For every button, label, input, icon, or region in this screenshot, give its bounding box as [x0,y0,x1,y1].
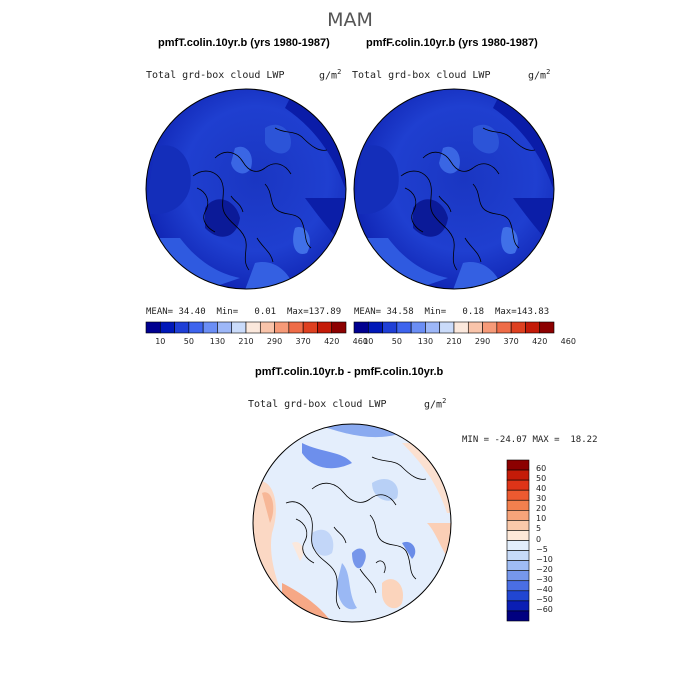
diff-minmax: MIN = -24.07 MAX = 18.22 [462,435,598,445]
colorbar-swatch [159,321,175,334]
stats-left: MEAN= 34.40 Min= 0.01 Max=137.89 [146,307,342,317]
colorbar-swatch [506,570,530,582]
colorbar-tick-label: 420 [532,337,548,346]
colorbar-right [353,321,555,334]
polar-map-diff [252,423,452,623]
colorbar-swatch [510,321,526,334]
colorbar-diff-label: 10 [536,514,547,524]
colorbar-swatch [482,321,498,334]
colorbar-diff-label: −10 [536,554,553,564]
colorbar-swatch [396,321,412,334]
colorbar-swatch [467,321,483,334]
colorbar-diff-label: 20 [536,504,547,514]
panel-title-right: pmfF.colin.10yr.b (yrs 1980-1987) [366,37,538,49]
diff-units-label: g/m2 [424,397,447,411]
panel-title-left: pmfT.colin.10yr.b (yrs 1980-1987) [158,37,330,49]
colorbar-swatch [231,321,247,334]
colorbar-swatch [174,321,190,334]
colorbar-swatch [367,321,383,334]
colorbar-diff-label: −20 [536,564,553,574]
units-label-right: g/m2 [528,68,551,82]
colorbar-diff-label: −60 [536,604,553,614]
colorbar-swatch [506,540,530,551]
colorbar-swatch [506,520,530,531]
colorbar-left-ticks: 10 50 130 210 290 370 420 460 [146,337,368,349]
colorbar-tick-label: 130 [417,337,434,346]
colorbar-tick-label: 10 [155,337,166,346]
colorbar-swatch [425,321,441,334]
colorbar-diff-label: 5 [536,524,542,534]
colorbar-swatch [353,321,369,334]
colorbar-diff-label: −50 [536,594,553,604]
colorbar-swatch [188,321,204,334]
units-label-left: g/m2 [319,68,342,82]
colorbar-swatch [506,499,530,511]
variable-label-right: Total grd-box cloud LWP [352,70,491,81]
colorbar-left [145,321,347,334]
colorbar-diff-label: 40 [536,484,547,494]
colorbar-swatch [506,590,530,602]
colorbar-swatch [506,550,530,561]
season-title: MAM [327,9,373,31]
stats-right: MEAN= 34.58 Min= 0.18 Max=143.83 [354,307,550,317]
variable-label-left: Total grd-box cloud LWP [146,70,285,81]
colorbar-swatch [274,321,290,334]
colorbar-diff [506,459,530,622]
colorbar-swatch [506,459,530,471]
colorbar-diff-label: 30 [536,494,547,504]
colorbar-tick-label: 420 [324,337,340,346]
colorbar-swatch [302,321,318,334]
colorbar-swatch [506,600,530,612]
colorbar-swatch [506,610,530,622]
colorbar-diff-label: 50 [536,474,547,484]
colorbar-swatch [506,510,530,521]
diff-variable-label: Total grd-box cloud LWP [248,399,387,410]
colorbar-swatch [259,321,275,334]
colorbar-diff-labels: 60 50 40 30 20 10 5 0 −5 −10 −20 −30 −40 −50 −60 [536,460,576,621]
colorbar-tick-label: 370 [295,337,311,346]
colorbar-swatch [288,321,304,334]
colorbar-right-ticks: 10 50 130 210 290 370 420 460 [354,337,576,349]
colorbar-tick-label: 130 [209,337,226,346]
colorbar-tick-label: 210 [238,337,254,346]
colorbar-swatch [453,321,469,334]
colorbar-swatch [382,321,398,334]
colorbar-swatch [496,321,512,334]
colorbar-tick-label: 290 [266,337,283,346]
colorbar-tick-label: 290 [474,337,491,346]
colorbar-swatch [506,469,530,481]
colorbar-swatch [317,321,333,334]
colorbar-tick-label: 50 [391,337,402,346]
colorbar-swatch [506,580,530,592]
colorbar-tick-label: 460 [560,337,576,346]
colorbar-swatch [245,321,261,334]
colorbar-diff-label: −5 [536,544,548,554]
colorbar-diff-label: 0 [536,534,542,544]
colorbar-tick-label: 210 [446,337,462,346]
colorbar-diff-label: 60 [536,464,547,474]
polar-map-left [145,88,347,290]
colorbar-tick-label: 50 [183,337,194,346]
colorbar-swatch [331,321,347,334]
colorbar-tick-label: 460 [352,337,368,346]
diff-title: pmfT.colin.10yr.b - pmfF.colin.10yr.b [255,366,444,378]
colorbar-diff-label: −40 [536,584,553,594]
colorbar-swatch [506,479,530,491]
colorbar-swatch [506,560,530,571]
colorbar-tick-label: 10 [363,337,374,346]
colorbar-swatch [439,321,455,334]
colorbar-swatch [217,321,233,334]
colorbar-swatch [506,530,530,541]
colorbar-swatch [202,321,218,334]
colorbar-tick-label: 370 [503,337,519,346]
colorbar-swatch [525,321,541,334]
colorbar-swatch [410,321,426,334]
colorbar-swatch [539,321,555,334]
colorbar-swatch [145,321,161,334]
colorbar-diff-label: −30 [536,574,553,584]
polar-map-right [353,88,555,290]
colorbar-swatch [506,489,530,501]
